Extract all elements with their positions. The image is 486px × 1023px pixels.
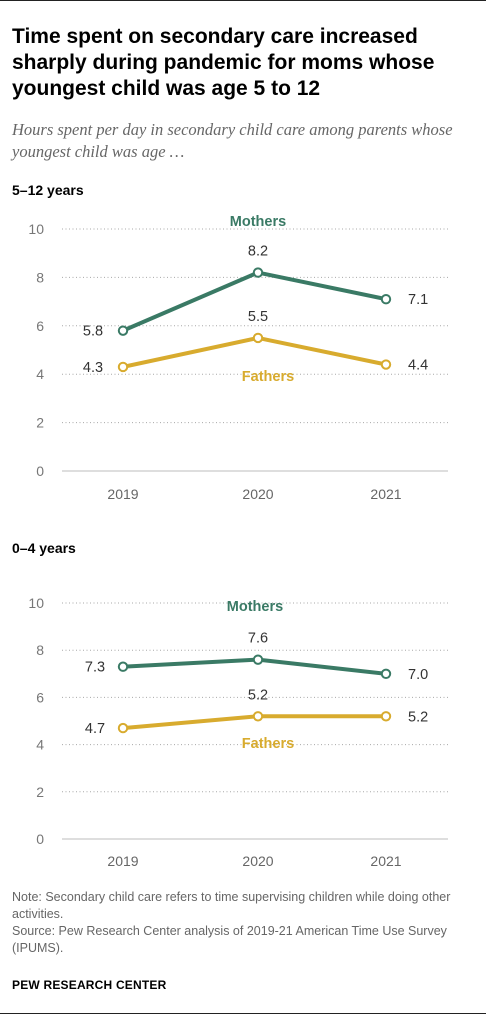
- data-label: 8.2: [248, 244, 268, 260]
- chart-source: Source: Pew Research Center analysis of …: [12, 924, 447, 955]
- series-label-mothers: Mothers: [227, 599, 283, 615]
- data-label: 7.3: [85, 660, 105, 676]
- x-tick-label: 2019: [107, 486, 138, 502]
- data-label: 4.7: [85, 721, 105, 737]
- y-tick-label: 4: [36, 366, 44, 382]
- x-tick-label: 2021: [370, 853, 401, 869]
- data-point: [117, 722, 129, 734]
- data-point: [380, 711, 392, 722]
- data-label: 4.4: [408, 358, 428, 374]
- data-point: [117, 325, 129, 336]
- data-label: 7.0: [408, 667, 428, 683]
- data-point: [252, 654, 264, 665]
- series-label-mothers: Mothers: [230, 214, 286, 230]
- data-label: 7.1: [408, 292, 428, 308]
- panel-label-5-12: 5–12 years: [12, 182, 84, 198]
- y-tick-label: 6: [36, 318, 44, 334]
- data-label: 5.8: [83, 324, 103, 340]
- data-label: 5.5: [248, 309, 268, 325]
- data-label: 5.2: [408, 709, 428, 725]
- brand-label: PEW RESEARCH CENTER: [12, 978, 167, 992]
- y-tick-label: 8: [36, 642, 44, 658]
- series-line-fathers: [121, 335, 388, 369]
- data-point: [380, 668, 392, 679]
- y-tick-label: 4: [36, 737, 44, 753]
- line-charts: 0 2 4 6 8 10 2019 2020 2021 5.8 8.2 7.1 Mothers 4.3 5.…: [28, 214, 448, 869]
- data-point: [252, 332, 264, 344]
- y-tick-label: 6: [36, 689, 44, 705]
- data-point: [117, 361, 129, 373]
- x-tick-label: 2020: [242, 853, 273, 869]
- data-point: [380, 359, 392, 370]
- y-tick-label: 10: [28, 595, 44, 611]
- y-tick-label: 2: [36, 784, 44, 800]
- chart-title: Time spent on secondary care increased s…: [12, 25, 435, 100]
- data-label: 4.3: [83, 360, 103, 376]
- chart-note: Note: Secondary child care refers to tim…: [12, 890, 451, 921]
- y-tick-label: 2: [36, 415, 44, 431]
- data-point: [252, 267, 264, 278]
- y-tick-label: 0: [36, 831, 44, 847]
- data-label: 5.2: [248, 687, 268, 703]
- x-tick-label: 2021: [370, 486, 401, 502]
- series-label-fathers: Fathers: [242, 736, 294, 752]
- data-point: [117, 661, 129, 672]
- x-tick-label: 2020: [242, 486, 273, 502]
- y-tick-label: 8: [36, 269, 44, 285]
- y-tick-label: 0: [36, 463, 44, 479]
- data-label: 7.6: [248, 631, 268, 647]
- series-label-fathers: Fathers: [242, 369, 294, 385]
- panel-label-0-4: 0–4 years: [12, 540, 76, 556]
- y-tick-label: 10: [28, 221, 44, 237]
- data-point: [252, 711, 264, 722]
- chart-subtitle: Hours spent per day in secondary child c…: [12, 120, 453, 161]
- data-point: [380, 293, 392, 305]
- x-tick-label: 2019: [107, 853, 138, 869]
- top-rule: [0, 0, 486, 1]
- bottom-rule: [0, 1013, 486, 1014]
